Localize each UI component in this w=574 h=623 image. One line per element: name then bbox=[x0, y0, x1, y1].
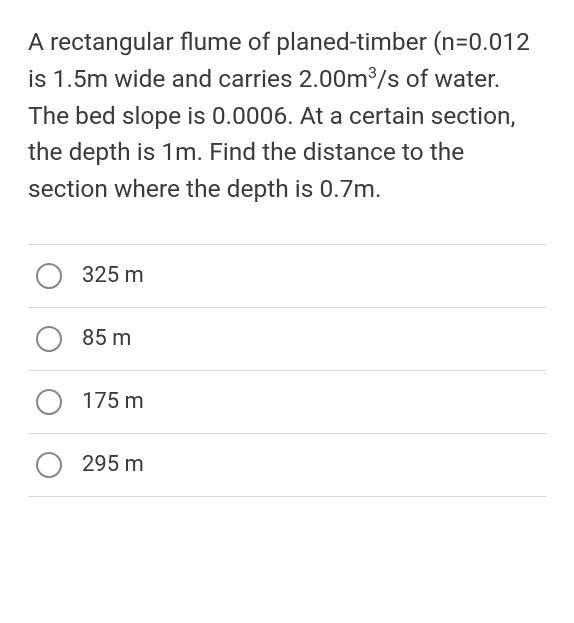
radio-icon bbox=[36, 263, 62, 289]
option-row[interactable]: 85 m bbox=[28, 307, 546, 370]
option-label: 85 m bbox=[82, 326, 131, 351]
option-row[interactable]: 175 m bbox=[28, 370, 546, 433]
option-row[interactable]: 295 m bbox=[28, 433, 546, 497]
question-superscript: 3 bbox=[368, 63, 377, 82]
option-label: 325 m bbox=[82, 263, 144, 288]
option-label: 175 m bbox=[82, 389, 144, 414]
radio-icon bbox=[36, 452, 62, 478]
question-text: A rectangular flume of planed-timber (n=… bbox=[28, 24, 546, 208]
radio-icon bbox=[36, 389, 62, 415]
radio-icon bbox=[36, 326, 62, 352]
option-row[interactable]: 325 m bbox=[28, 244, 546, 307]
option-label: 295 m bbox=[82, 452, 144, 477]
options-group: 325 m 85 m 175 m 295 m bbox=[28, 244, 546, 497]
